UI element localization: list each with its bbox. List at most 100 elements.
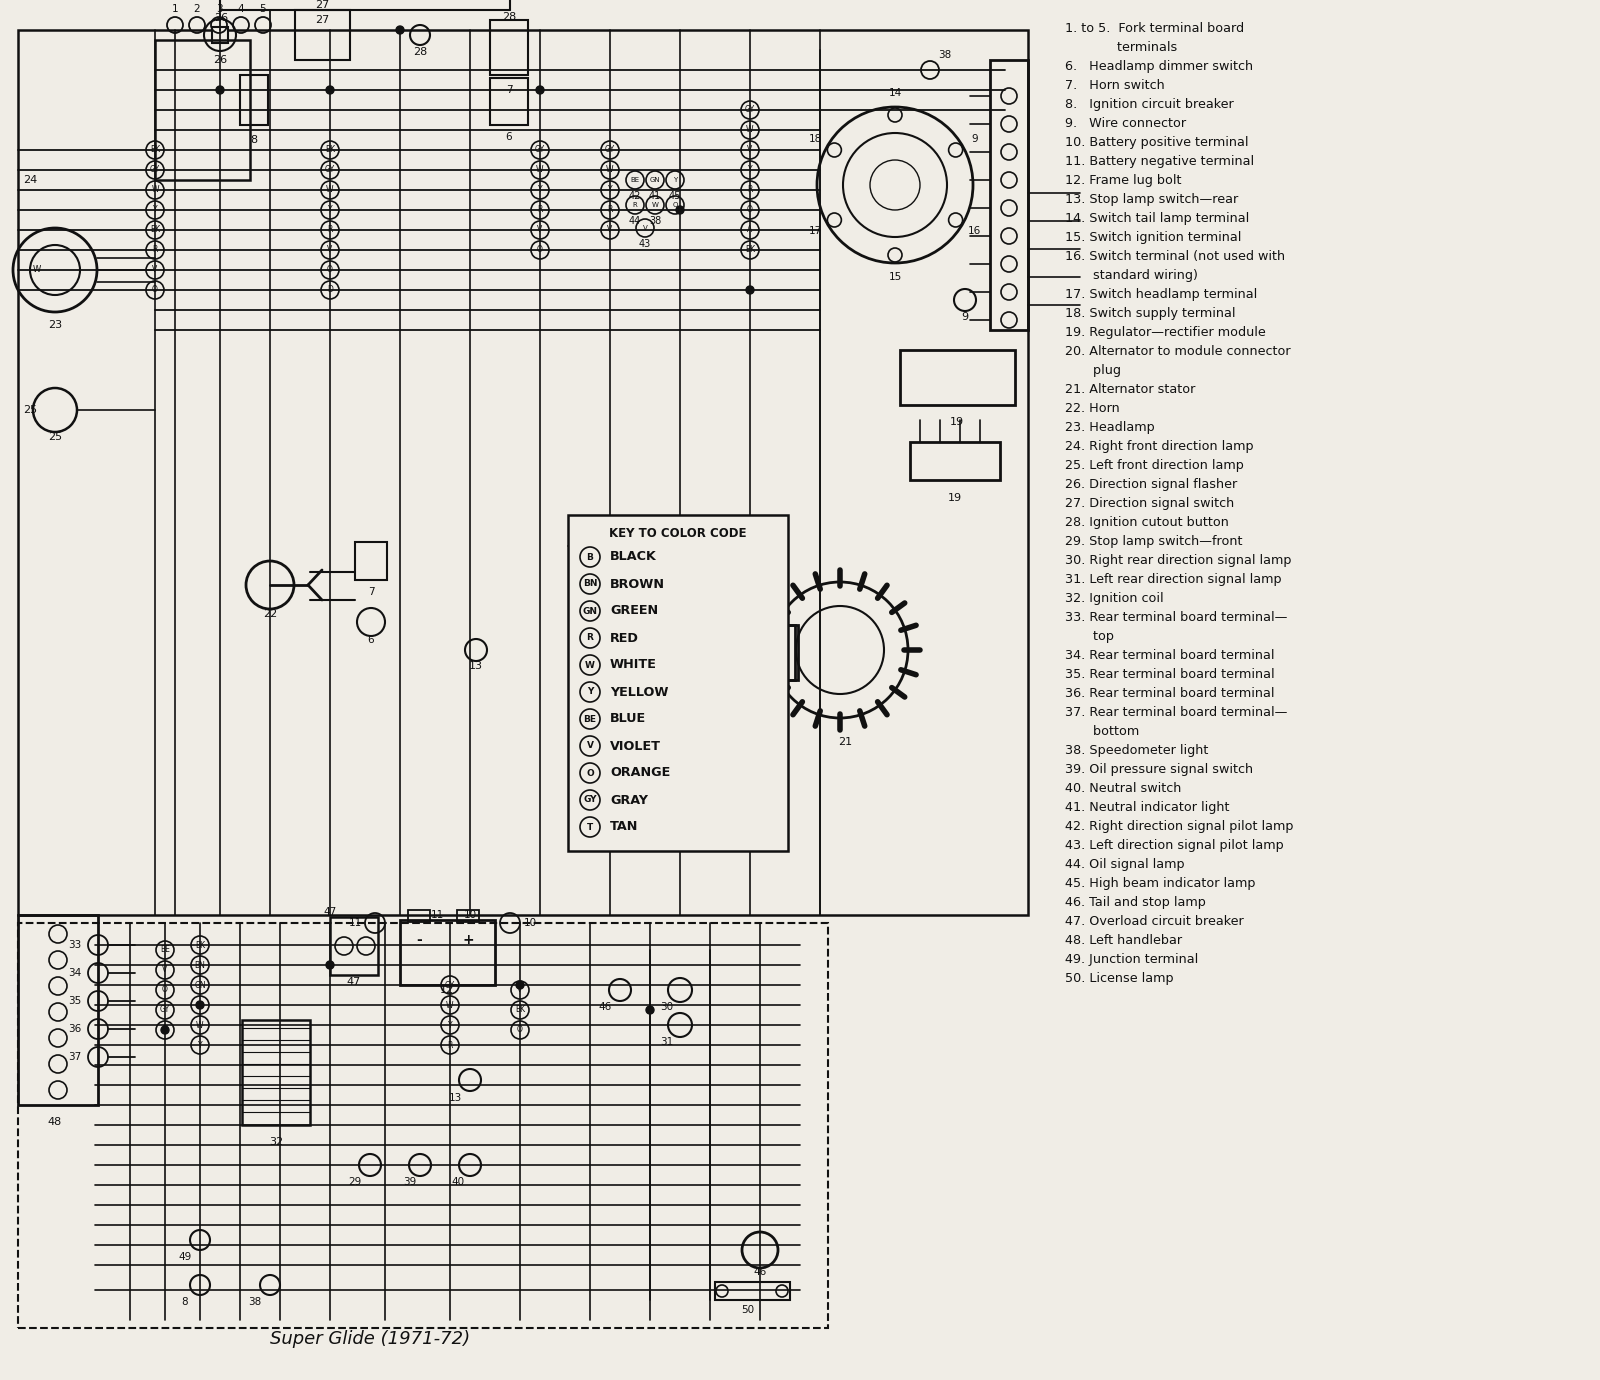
Circle shape <box>579 602 600 621</box>
Text: GY: GY <box>325 166 334 174</box>
Text: Y: Y <box>152 206 157 214</box>
Text: B: B <box>587 552 594 562</box>
Text: O: O <box>586 769 594 777</box>
Text: Y: Y <box>608 185 613 195</box>
Circle shape <box>579 817 600 838</box>
Text: 17. Switch headlamp terminal: 17. Switch headlamp terminal <box>1066 288 1258 301</box>
Bar <box>330 916 378 976</box>
Circle shape <box>579 709 600 729</box>
Text: 32. Ignition coil: 32. Ignition coil <box>1066 592 1163 604</box>
Text: R: R <box>587 633 594 643</box>
Text: Y: Y <box>328 206 333 214</box>
Text: 21: 21 <box>838 737 853 747</box>
Circle shape <box>675 206 685 214</box>
Text: 42. Right direction signal pilot lamp: 42. Right direction signal pilot lamp <box>1066 820 1293 834</box>
Text: W: W <box>747 657 757 667</box>
Text: 5: 5 <box>259 4 266 14</box>
Text: 39. Oil pressure signal switch: 39. Oil pressure signal switch <box>1066 763 1253 776</box>
Text: 24: 24 <box>22 175 37 185</box>
Circle shape <box>646 1006 654 1014</box>
Bar <box>568 515 787 851</box>
Text: 31: 31 <box>661 1036 674 1047</box>
Text: 27: 27 <box>315 0 330 10</box>
Text: 38: 38 <box>650 217 661 226</box>
Text: 10. Battery positive terminal: 10. Battery positive terminal <box>1066 137 1248 149</box>
Text: 1: 1 <box>171 4 178 14</box>
Text: 25. Left front direction lamp: 25. Left front direction lamp <box>1066 460 1243 472</box>
Text: 31. Left rear direction signal lamp: 31. Left rear direction signal lamp <box>1066 573 1282 586</box>
Text: 6: 6 <box>368 635 374 644</box>
Text: GN: GN <box>650 177 661 184</box>
Text: Y: Y <box>587 687 594 697</box>
Text: 11. Battery negative terminal: 11. Battery negative terminal <box>1066 155 1254 168</box>
Bar <box>155 40 250 179</box>
Text: BROWN: BROWN <box>610 577 666 591</box>
Text: W: W <box>606 166 614 174</box>
Text: O: O <box>747 206 754 214</box>
Text: R: R <box>448 1041 453 1050</box>
Text: 47: 47 <box>347 977 362 987</box>
Text: D: D <box>326 286 333 294</box>
Circle shape <box>515 981 525 989</box>
Text: Y: Y <box>448 1020 453 1029</box>
Text: GY: GY <box>584 795 597 805</box>
Text: O: O <box>162 985 168 995</box>
Text: 27. Direction signal switch: 27. Direction signal switch <box>1066 497 1234 511</box>
Text: V: V <box>643 225 648 230</box>
Text: 9: 9 <box>971 134 978 144</box>
Text: 49: 49 <box>178 1252 192 1261</box>
Text: V: V <box>747 145 752 155</box>
Text: W: W <box>586 661 595 669</box>
Text: 22: 22 <box>262 609 277 620</box>
Text: bottom: bottom <box>1066 724 1139 738</box>
Text: 30. Right rear direction signal lamp: 30. Right rear direction signal lamp <box>1066 553 1291 567</box>
Text: 21. Alternator stator: 21. Alternator stator <box>1066 384 1195 396</box>
Text: GY: GY <box>605 145 614 155</box>
Text: 4: 4 <box>238 4 245 14</box>
Text: 13: 13 <box>448 1093 462 1103</box>
Text: GY: GY <box>445 981 454 989</box>
Circle shape <box>579 628 600 649</box>
Text: 19: 19 <box>947 493 962 502</box>
Text: 38: 38 <box>248 1297 262 1307</box>
Text: V: V <box>517 985 523 995</box>
Text: 28: 28 <box>502 12 517 22</box>
Text: 15: 15 <box>888 272 902 282</box>
Text: 30: 30 <box>661 1002 674 1012</box>
Bar <box>458 909 478 922</box>
Text: A: A <box>747 225 752 235</box>
Text: R: R <box>632 201 637 208</box>
Text: V: V <box>162 966 168 974</box>
Text: +: + <box>462 933 474 947</box>
Text: 12. Frame lug bolt: 12. Frame lug bolt <box>1066 174 1181 188</box>
Text: 42: 42 <box>629 190 642 201</box>
Text: 33. Rear terminal board terminal—: 33. Rear terminal board terminal— <box>1066 611 1288 624</box>
Text: 36: 36 <box>69 1024 82 1034</box>
Text: 39: 39 <box>403 1177 416 1187</box>
Text: 13: 13 <box>469 661 483 671</box>
Text: GY: GY <box>534 145 546 155</box>
Text: 26: 26 <box>213 55 227 65</box>
Text: 7.   Horn switch: 7. Horn switch <box>1066 79 1165 92</box>
Text: 11: 11 <box>349 918 362 927</box>
Text: 47: 47 <box>323 907 336 916</box>
Text: VIOLET: VIOLET <box>610 740 661 752</box>
Text: O: O <box>152 286 158 294</box>
Text: BE: BE <box>584 715 597 723</box>
Text: 37. Rear terminal board terminal—: 37. Rear terminal board terminal— <box>1066 707 1288 719</box>
Text: 7: 7 <box>368 586 374 598</box>
Text: 50: 50 <box>741 1305 755 1315</box>
Text: 26. Direction signal flasher: 26. Direction signal flasher <box>1066 477 1237 491</box>
Text: W: W <box>34 265 42 275</box>
Bar <box>211 28 229 43</box>
Circle shape <box>579 546 600 567</box>
Text: 47. Overload circuit breaker: 47. Overload circuit breaker <box>1066 915 1243 927</box>
Text: 20: 20 <box>760 687 774 697</box>
Text: Y: Y <box>674 177 677 184</box>
Text: -: - <box>416 933 422 947</box>
Text: 14. Switch tail lamp terminal: 14. Switch tail lamp terminal <box>1066 213 1250 225</box>
Text: V: V <box>608 225 613 235</box>
Text: 40: 40 <box>451 1177 464 1187</box>
Text: 28: 28 <box>413 47 427 57</box>
Text: WHITE: WHITE <box>610 658 658 672</box>
